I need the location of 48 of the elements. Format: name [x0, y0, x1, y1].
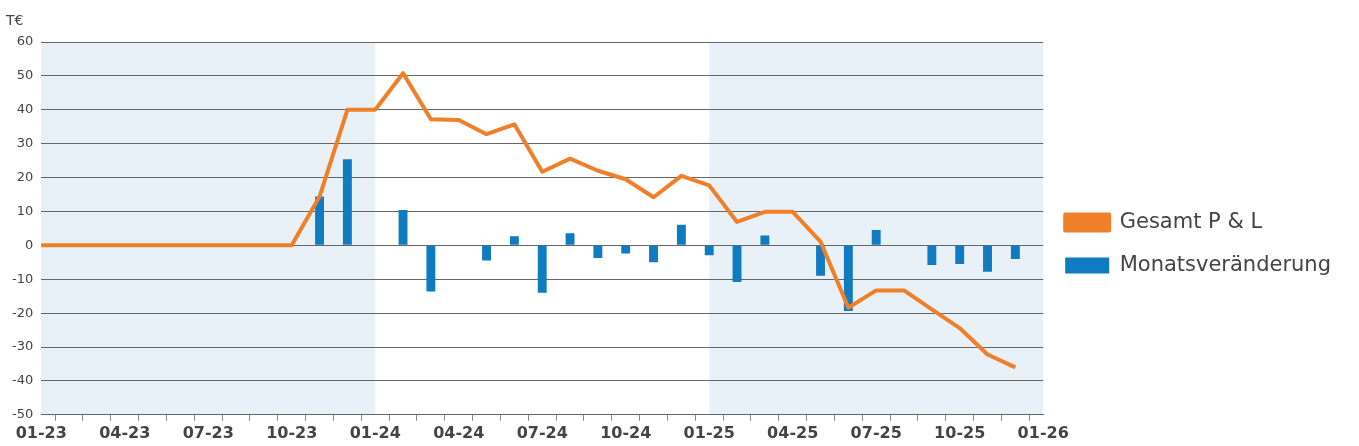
x-tick-label: 01-25	[683, 422, 735, 442]
bar	[955, 245, 965, 264]
bar	[509, 236, 519, 245]
x-tick-label: 10-24	[600, 422, 652, 442]
bar	[398, 210, 408, 245]
bar	[676, 224, 686, 245]
y-tick-label: -40	[12, 372, 34, 388]
x-tick-label: 04-24	[433, 422, 485, 442]
bar	[1010, 245, 1020, 259]
legend-label: Gesamt P & L	[1119, 208, 1263, 233]
x-tick-label: 10-25	[934, 422, 986, 442]
bar	[593, 245, 603, 258]
bar	[927, 245, 937, 265]
x-tick-label: 01-24	[349, 422, 401, 442]
bar	[315, 196, 325, 245]
x-tick-label: 01-23	[15, 422, 67, 442]
y-tick-label: 50	[16, 67, 34, 83]
bar	[871, 230, 881, 245]
y-axis-title: T€	[5, 11, 24, 28]
bar	[704, 245, 714, 256]
x-tick-label: 01-26	[1017, 422, 1069, 442]
y-tick-label: 10	[16, 202, 34, 218]
x-tick-label: 07-24	[516, 422, 568, 442]
x-tick-label: 07-25	[850, 422, 902, 442]
bar	[760, 235, 770, 245]
bar	[537, 245, 547, 293]
bar	[649, 245, 658, 263]
y-tick-label: -30	[12, 338, 34, 354]
y-tick-label: 60	[16, 33, 34, 49]
y-tick-label: 20	[16, 168, 34, 184]
legend-label: Monatsveränderung	[1119, 251, 1331, 276]
y-tick-label: -50	[12, 406, 34, 422]
y-tick-label: -10	[12, 270, 34, 286]
y-tick-label: -20	[12, 304, 34, 320]
bar	[983, 245, 992, 272]
bar	[342, 159, 352, 245]
bar	[816, 245, 825, 276]
x-tick-label: 04-23	[99, 422, 151, 442]
bar	[565, 233, 575, 245]
x-tick-label: 04-25	[767, 422, 819, 442]
bar	[426, 245, 436, 292]
bar	[621, 245, 631, 254]
x-tick-label: 07-23	[182, 422, 234, 442]
y-tick-label: 0	[24, 236, 34, 252]
bar	[482, 245, 491, 261]
y-tick-label: 30	[16, 135, 34, 151]
x-tick-label: 10-23	[266, 422, 318, 442]
y-tick-label: 40	[16, 101, 34, 117]
